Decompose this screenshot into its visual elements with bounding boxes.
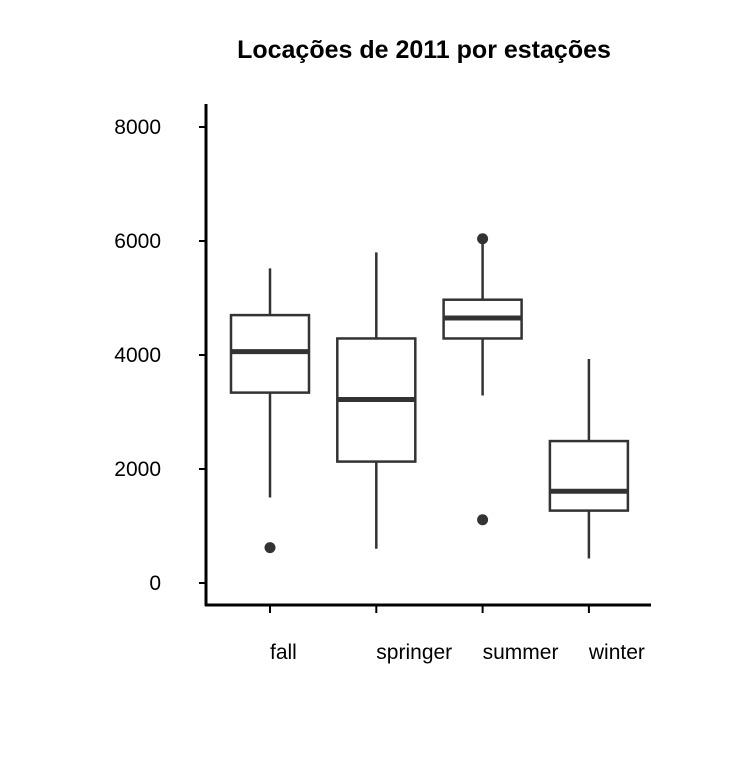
chart-title: Locações de 2011 por estações xyxy=(237,36,611,64)
x-tick-label: winter xyxy=(588,641,645,664)
y-tick-label: 6000 xyxy=(114,230,161,253)
axes xyxy=(199,104,651,613)
y-tick-label: 2000 xyxy=(114,458,161,481)
x-tick-label: summer xyxy=(483,641,559,664)
y-tick-label: 0 xyxy=(149,572,161,595)
box-summer xyxy=(442,233,523,526)
box-winter xyxy=(548,358,630,559)
y-tick-label: 8000 xyxy=(114,116,161,139)
box-fall xyxy=(229,268,311,554)
y-tick-label: 4000 xyxy=(114,344,161,367)
boxes xyxy=(229,233,630,559)
outlier-point xyxy=(477,233,489,245)
x-tick-label: fall xyxy=(270,641,297,664)
x-tick-label: springer xyxy=(376,641,452,664)
outlier-point xyxy=(264,542,276,554)
tick-labels: 0 2000 4000 6000 8000 fall springer summer winte… xyxy=(114,116,645,664)
outlier-point xyxy=(477,514,489,526)
box-springer xyxy=(336,252,417,549)
iqr-box xyxy=(548,439,630,512)
